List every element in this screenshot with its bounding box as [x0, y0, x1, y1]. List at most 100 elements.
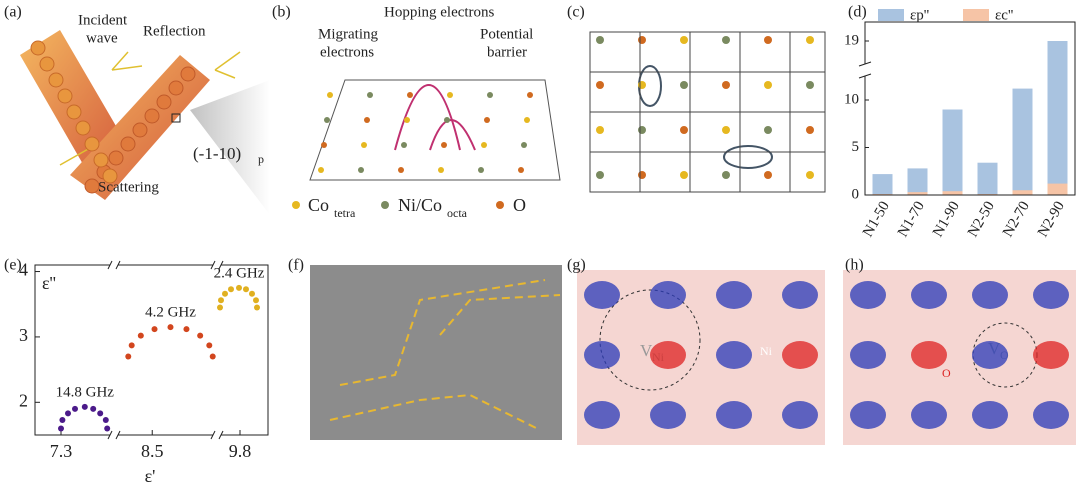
- y-tick-label: 10: [844, 91, 859, 107]
- bar: [1047, 41, 1068, 195]
- axis-break: [213, 262, 221, 268]
- panel-label: (e): [4, 257, 22, 274]
- atom: [524, 117, 530, 123]
- charge-blob: [782, 281, 818, 309]
- point: [228, 286, 234, 293]
- atom: [481, 142, 487, 148]
- annotation: electrons: [320, 44, 374, 60]
- bar: [942, 191, 963, 195]
- atom: [93, 152, 109, 168]
- bar: [1012, 190, 1033, 195]
- annotation: V: [640, 341, 653, 360]
- atom: [39, 56, 55, 72]
- annotation: O: [942, 366, 951, 380]
- charge-blob: [782, 341, 818, 369]
- x-tick-label: N2-70: [1000, 199, 1033, 240]
- bar: [872, 174, 893, 195]
- legend-dot: [292, 201, 300, 209]
- point: [59, 416, 66, 423]
- atom: [806, 126, 814, 134]
- atom: [75, 120, 91, 136]
- vacancy-ring: [599, 289, 701, 391]
- y-tick-label: 5: [852, 139, 860, 155]
- charge-blob: [650, 341, 686, 369]
- atom: [722, 81, 730, 89]
- annotation: wave: [86, 30, 118, 46]
- annotation: Scattering: [98, 179, 159, 195]
- lattice-plane: [309, 79, 561, 181]
- axis-label: ε': [145, 466, 156, 486]
- point: [254, 304, 260, 311]
- bar: [977, 162, 998, 195]
- x-tick-label: N1-50: [860, 199, 893, 240]
- atom: [722, 126, 730, 134]
- charge-blob: [911, 281, 947, 309]
- point: [102, 416, 109, 423]
- axis-break: [213, 432, 221, 438]
- atom: [487, 92, 493, 98]
- wave-arrow: [59, 51, 241, 166]
- atom: [321, 142, 327, 148]
- point: [218, 297, 224, 304]
- atom: [638, 126, 646, 134]
- atom: [521, 142, 527, 148]
- atom: [438, 167, 444, 173]
- atom: [596, 36, 604, 44]
- axis-break: [107, 260, 121, 270]
- annotation: Incident: [78, 12, 128, 28]
- cone: [190, 80, 270, 215]
- dipole: [723, 145, 773, 169]
- atom: [527, 92, 533, 98]
- atom: [318, 167, 324, 173]
- atom: [144, 108, 160, 124]
- atom: [324, 117, 330, 123]
- legend-text: octa: [447, 206, 468, 220]
- charge-blob: [972, 401, 1008, 429]
- point: [137, 332, 144, 339]
- charge-blob: [782, 401, 818, 429]
- bar: [907, 192, 928, 195]
- axis-break: [107, 430, 121, 440]
- legend-text: O: [513, 195, 526, 215]
- atom: [638, 171, 646, 179]
- panel-label: (h): [845, 257, 864, 274]
- legend-swatch: [878, 9, 904, 21]
- point: [197, 332, 204, 339]
- atom: [722, 171, 730, 179]
- legend-dot: [381, 201, 389, 209]
- atom: [367, 92, 373, 98]
- atom: [84, 178, 100, 194]
- annotation: Hopping electrons: [384, 4, 495, 20]
- atom: [764, 36, 772, 44]
- point: [65, 410, 71, 417]
- charge-blob: [911, 401, 947, 429]
- axis-break: [858, 61, 872, 79]
- atom: [680, 36, 688, 44]
- annotation: Migrating: [318, 26, 378, 42]
- atom: [358, 167, 364, 173]
- axis-break: [859, 64, 871, 76]
- atom: [168, 80, 184, 96]
- point: [236, 284, 242, 291]
- x-tick-label: N1-70: [895, 199, 928, 240]
- point: [81, 403, 88, 410]
- panel-label: (c): [567, 4, 585, 21]
- x-tick-label: N2-90: [1035, 199, 1068, 240]
- axis-break: [210, 260, 224, 270]
- point: [104, 425, 111, 432]
- atom: [404, 117, 410, 123]
- atom: [441, 142, 447, 148]
- axis-break: [210, 430, 224, 440]
- atom: [407, 92, 413, 98]
- point: [128, 342, 135, 349]
- atom: [806, 81, 814, 89]
- atom: [596, 81, 604, 89]
- legend-dot: [496, 201, 504, 209]
- bar: [1047, 183, 1068, 195]
- axis-label: ε'': [42, 273, 56, 293]
- legend-text: tetra: [334, 206, 356, 220]
- x-tick-label: 8.5: [141, 441, 164, 461]
- point: [167, 324, 174, 331]
- atom: [680, 81, 688, 89]
- series-label: 14.8 GHz: [56, 384, 115, 400]
